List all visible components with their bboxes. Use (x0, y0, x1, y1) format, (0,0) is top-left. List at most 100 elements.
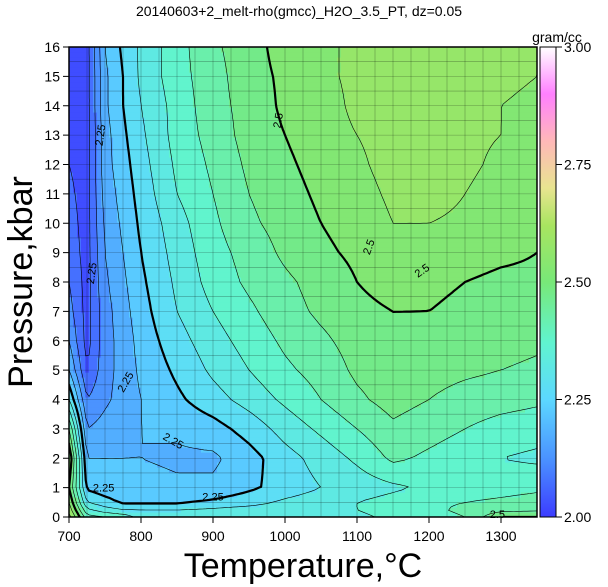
density-cell (185, 262, 190, 268)
density-cell (113, 347, 118, 353)
density-cell (141, 112, 146, 118)
density-cell (269, 117, 274, 123)
density-cell (77, 362, 82, 368)
density-cell (273, 307, 278, 313)
density-cell (133, 242, 138, 248)
density-cell (173, 417, 178, 423)
density-cell (257, 197, 262, 203)
density-cell (197, 352, 202, 358)
density-cell (237, 122, 242, 128)
density-cell (269, 92, 274, 98)
density-cell (249, 132, 254, 138)
density-cell (261, 282, 266, 288)
density-cell (233, 412, 238, 418)
density-cell (113, 387, 118, 393)
density-cell (221, 402, 226, 408)
density-cell (201, 247, 206, 253)
density-cell (81, 67, 86, 73)
density-cell (181, 237, 186, 243)
density-cell (193, 262, 198, 268)
density-cell (249, 147, 254, 153)
density-cell (205, 157, 210, 163)
density-cell (85, 477, 90, 483)
density-cell (109, 187, 114, 193)
density-cell (201, 137, 206, 143)
density-cell (149, 162, 154, 168)
density-cell (241, 407, 246, 413)
density-cell (173, 292, 178, 298)
density-cell (165, 477, 170, 483)
density-cell (273, 402, 278, 408)
density-cell (209, 222, 214, 228)
density-cell (117, 382, 122, 388)
density-cell (185, 152, 190, 158)
density-cell (153, 87, 158, 93)
density-cell (197, 172, 202, 178)
density-cell (189, 482, 194, 488)
density-cell (209, 247, 214, 253)
density-cell (253, 232, 258, 238)
density-cell (201, 332, 206, 338)
density-cell (69, 217, 74, 223)
density-cell (133, 332, 138, 338)
density-cell (105, 252, 110, 258)
density-cell (169, 482, 174, 488)
density-cell (117, 252, 122, 258)
density-cell (97, 82, 102, 88)
density-cell (269, 87, 274, 93)
density-cell (213, 392, 218, 398)
density-cell (73, 422, 78, 428)
density-cell (197, 492, 202, 498)
density-cell (81, 482, 86, 488)
density-cell (105, 202, 110, 208)
density-cell (181, 502, 186, 508)
density-cell (97, 357, 102, 363)
density-cell (233, 67, 238, 73)
density-cell (249, 232, 254, 238)
density-cell (253, 442, 258, 448)
density-cell (165, 482, 170, 488)
density-cell (213, 57, 218, 63)
density-cell (145, 342, 150, 348)
density-cell (217, 457, 222, 463)
density-cell (233, 262, 238, 268)
density-cell (141, 297, 146, 303)
density-cell (149, 102, 154, 108)
density-cell (157, 247, 162, 253)
density-cell (161, 112, 166, 118)
density-cell (77, 337, 82, 343)
density-cell (229, 252, 234, 258)
density-cell (69, 127, 74, 133)
density-cell (257, 347, 262, 353)
density-cell (133, 47, 138, 53)
density-cell (117, 177, 122, 183)
density-cell (157, 477, 162, 483)
density-cell (69, 372, 74, 378)
density-cell (77, 372, 82, 378)
density-cell (157, 92, 162, 98)
density-cell (97, 102, 102, 108)
density-cell (269, 457, 274, 463)
density-cell (105, 57, 110, 63)
density-cell (77, 282, 82, 288)
density-cell (193, 97, 198, 103)
density-cell (221, 482, 226, 488)
density-cell (249, 137, 254, 143)
density-cell (213, 47, 218, 53)
density-cell (149, 207, 154, 213)
density-cell (265, 477, 270, 483)
density-cell (173, 462, 178, 468)
density-cell (205, 477, 210, 483)
density-cell (97, 152, 102, 158)
density-cell (201, 87, 206, 93)
density-cell (209, 87, 214, 93)
density-cell (141, 412, 146, 418)
density-cell (113, 117, 118, 123)
density-cell (121, 372, 126, 378)
density-cell (169, 337, 174, 343)
density-cell (117, 432, 122, 438)
density-cell (121, 312, 126, 318)
density-cell (261, 67, 266, 73)
density-cell (205, 72, 210, 78)
density-cell (217, 102, 222, 108)
